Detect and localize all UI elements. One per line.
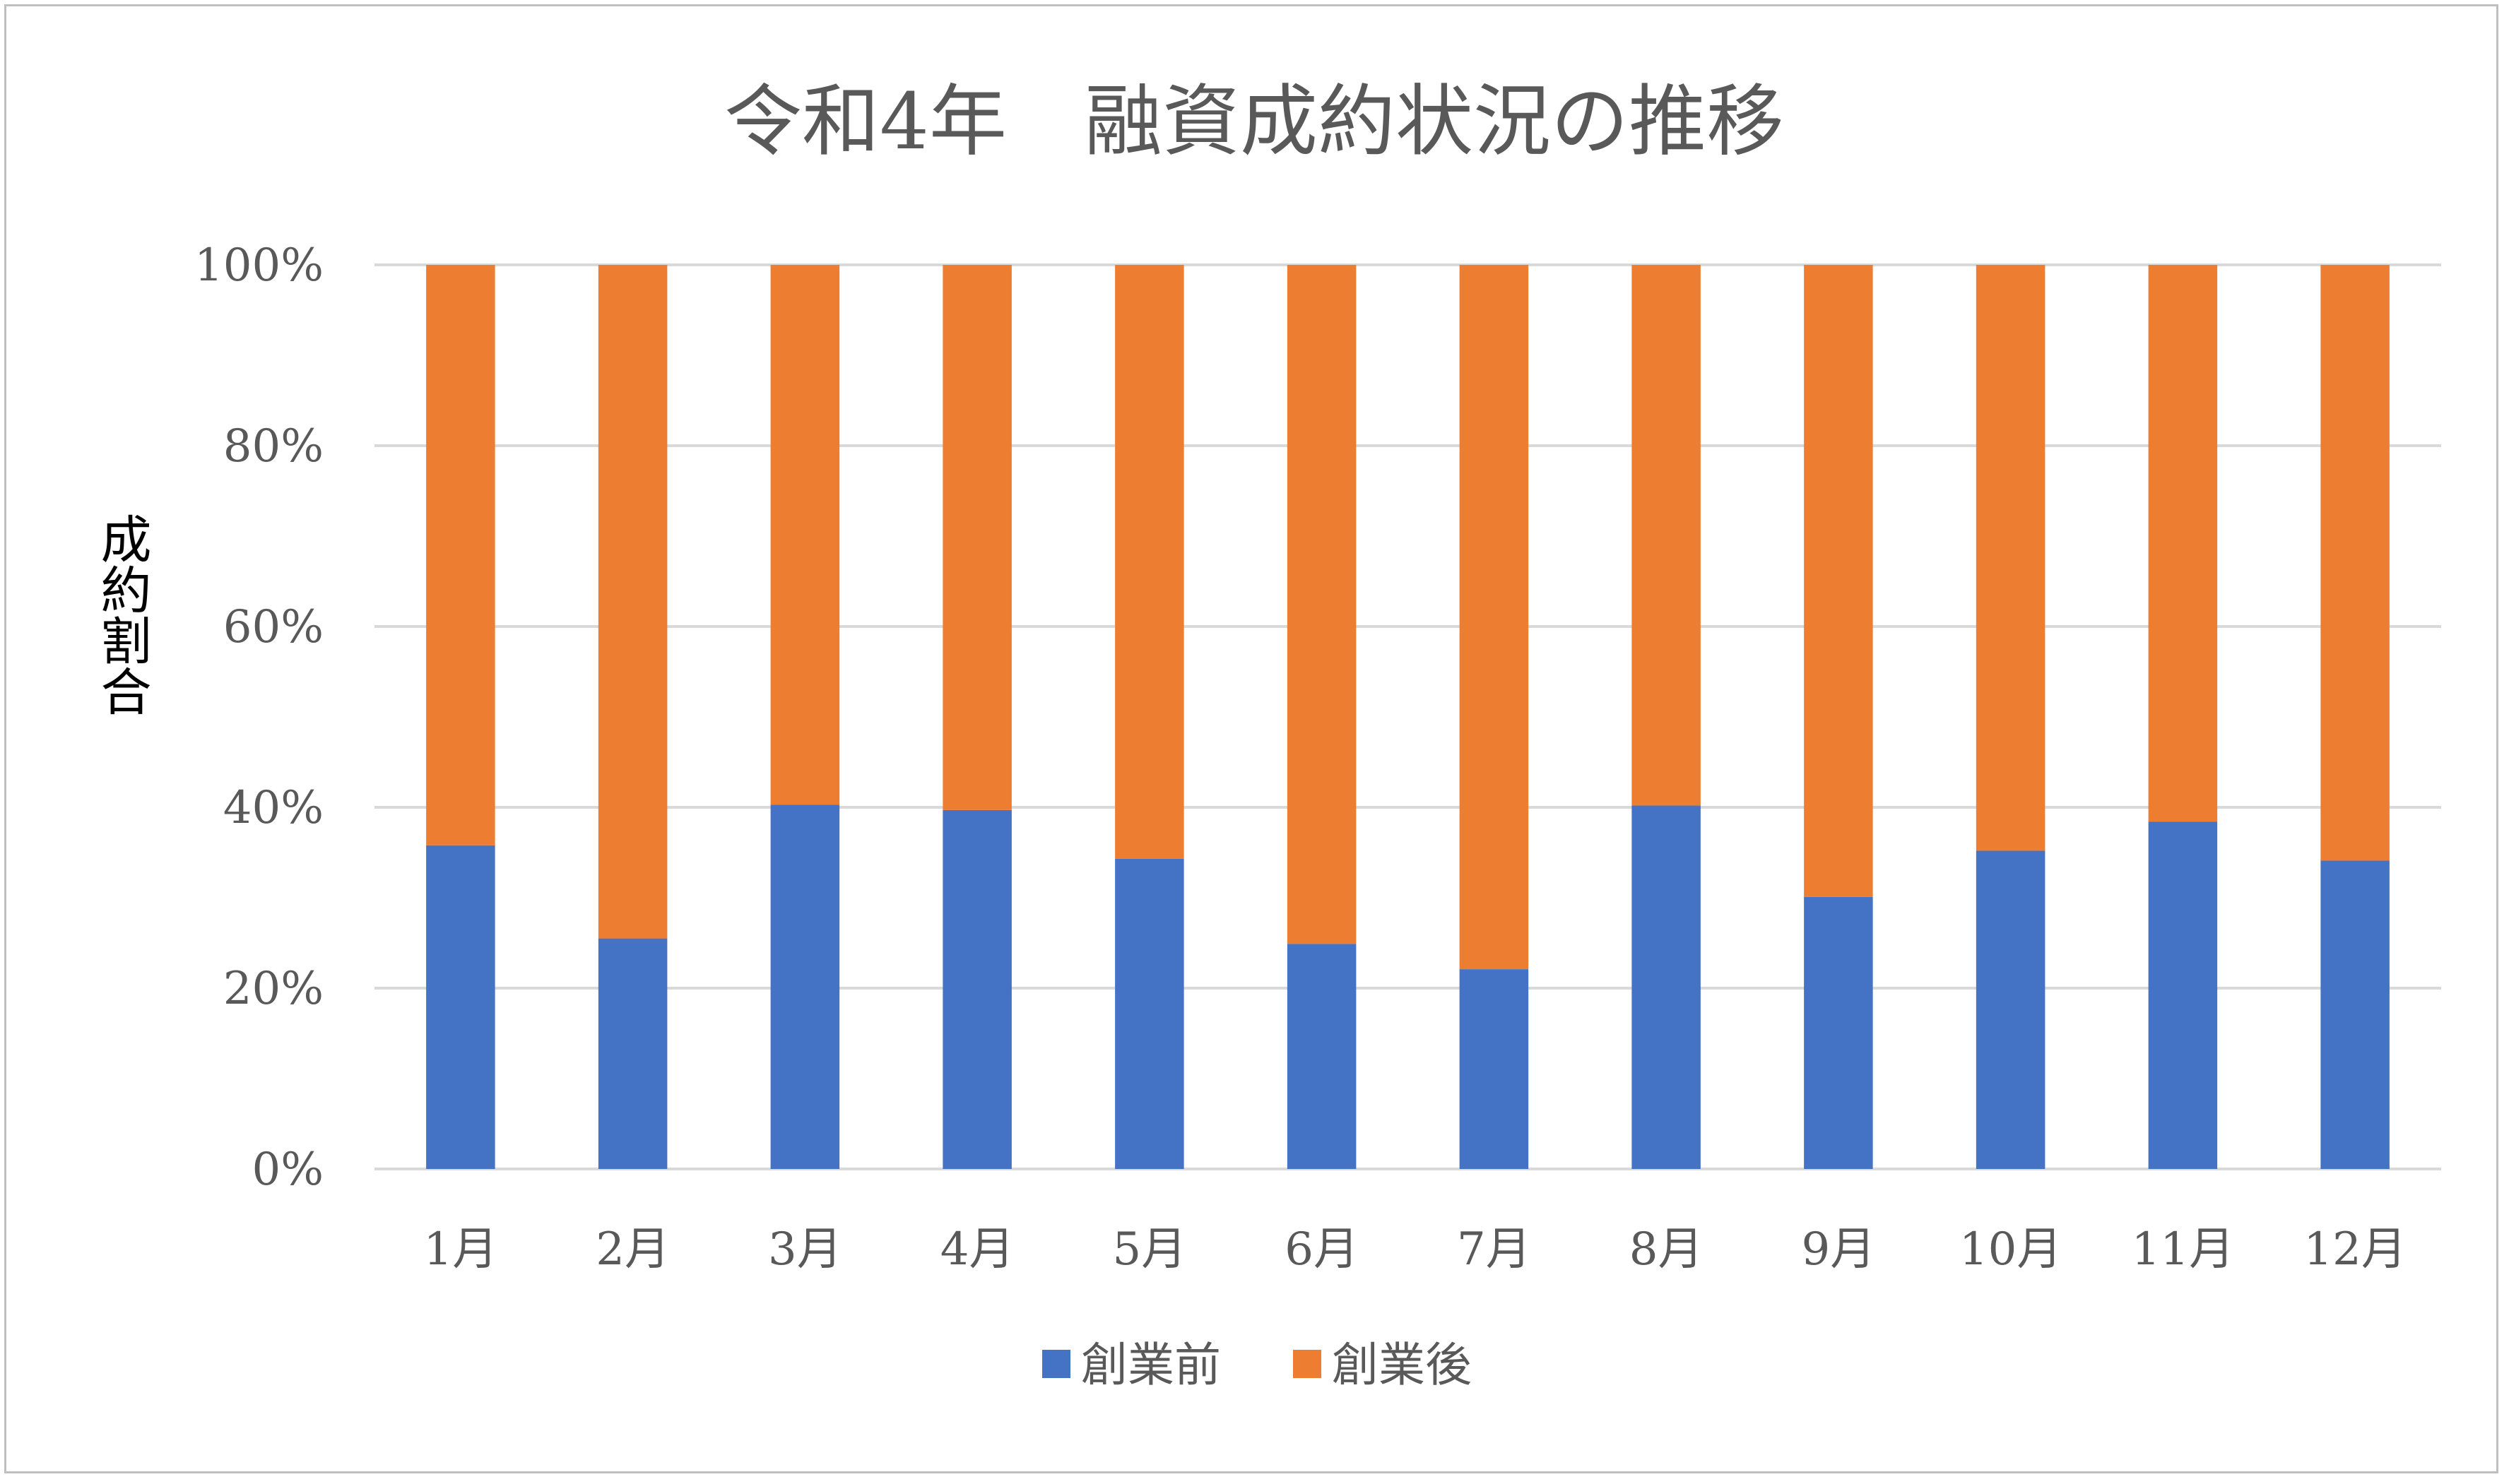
x-tick-label: 8月 (1629, 1223, 1704, 1276)
legend-label: 創業後 (1332, 1338, 1472, 1392)
bar-sogyo-go (2320, 265, 2390, 861)
y-tick-label: 80% (223, 420, 324, 473)
bar-sogyo-mae (2148, 821, 2218, 1169)
y-axis-label: 成約割合 (92, 513, 151, 716)
bar-sogyo-go (1631, 265, 1701, 806)
bar-sogyo-go (2148, 265, 2218, 822)
x-tick-label: 11月 (2132, 1223, 2234, 1276)
bar-sogyo-mae (1976, 850, 2045, 1169)
bar-sogyo-go (1287, 265, 1357, 944)
bar-sogyo-mae (770, 805, 840, 1169)
bar-sogyo-go (1804, 265, 1873, 897)
x-tick-label: 9月 (1802, 1223, 1876, 1276)
gridlines (374, 263, 2441, 1170)
y-axis-ticks: 0% 20% 40% 60% 80% 100% (194, 239, 324, 1196)
y-tick-label: 20% (223, 963, 324, 1015)
legend-label: 創業前 (1081, 1338, 1221, 1392)
x-tick-label: 12月 (2303, 1223, 2406, 1276)
x-tick-label: 7月 (1457, 1223, 1531, 1276)
x-axis-ticks: 1月 2月 3月 4月 5月 6月 7月 8月 9月 10月 11月 12月 (424, 1223, 2407, 1276)
bar-sogyo-mae (943, 809, 1012, 1169)
chart-title: 令和4年 融資成約状況の推移 (724, 76, 1784, 167)
bar-sogyo-mae (1115, 858, 1184, 1169)
y-tick-label: 100% (194, 239, 324, 292)
chart-frame (4, 4, 2498, 1473)
bar-sogyo-go (943, 265, 1012, 810)
x-tick-label: 10月 (1959, 1223, 2062, 1276)
legend-swatch (1293, 1350, 1321, 1378)
bar-sogyo-go (598, 265, 668, 939)
bar-sogyo-go (770, 265, 840, 805)
x-tick-label: 2月 (596, 1223, 670, 1276)
legend-swatch (1042, 1350, 1070, 1378)
bar-sogyo-go (1976, 265, 2045, 851)
bar-sogyo-go (1115, 265, 1184, 859)
x-tick-label: 3月 (768, 1223, 842, 1276)
bar-sogyo-mae (1804, 896, 1873, 1169)
x-tick-label: 4月 (940, 1223, 1015, 1276)
bar-sogyo-mae (1631, 805, 1701, 1169)
x-tick-label: 1月 (424, 1223, 498, 1276)
x-tick-label: 6月 (1285, 1223, 1359, 1276)
bar-sogyo-mae (598, 938, 668, 1169)
bar-sogyo-mae (426, 845, 495, 1169)
bar-sogyo-go (1459, 265, 1529, 970)
bar-sogyo-go (426, 265, 495, 845)
bar-sogyo-mae (1287, 944, 1357, 1169)
y-tick-label: 60% (223, 601, 324, 653)
y-tick-label: 0% (252, 1144, 324, 1196)
x-tick-label: 5月 (1113, 1223, 1187, 1276)
legend: 創業前 創業後 (1042, 1338, 1472, 1392)
bar-sogyo-mae (1459, 969, 1529, 1169)
bar-sogyo-mae (2320, 860, 2390, 1169)
bars (426, 265, 2390, 1169)
y-tick-label: 40% (223, 782, 324, 834)
